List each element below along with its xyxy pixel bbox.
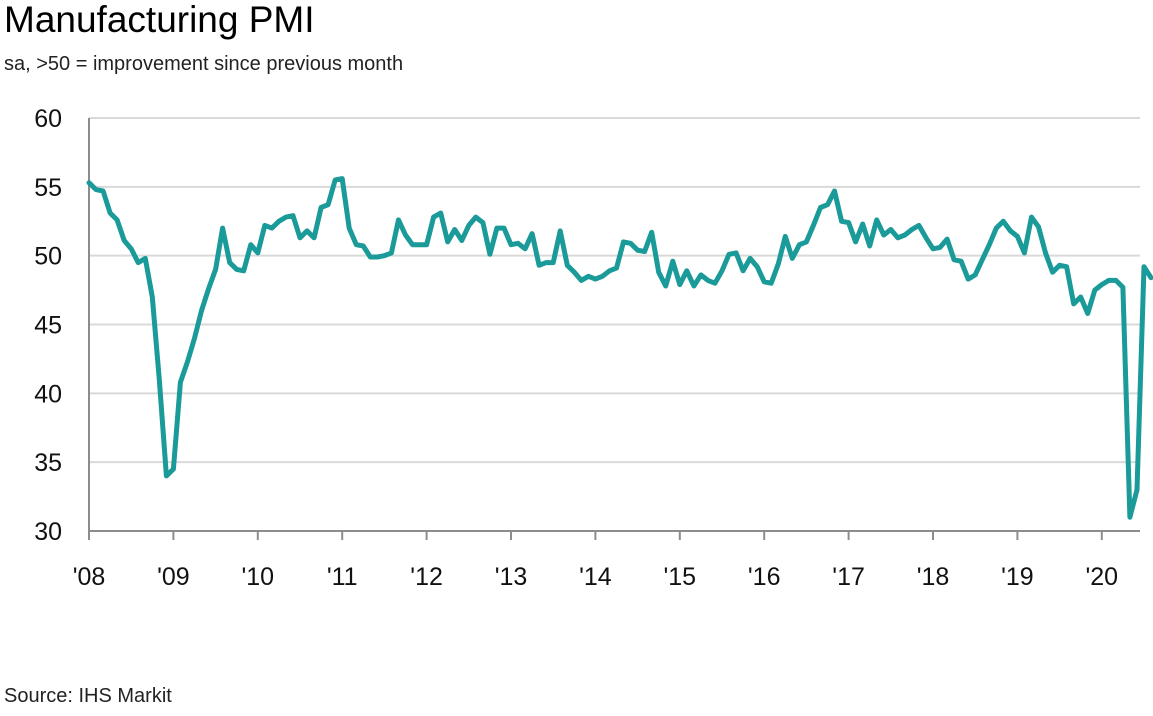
x-tick-label-2013: '13 — [495, 563, 528, 591]
y-tick-label-30: 30 — [34, 518, 62, 546]
x-tick-label-2018: '18 — [917, 563, 950, 591]
x-tick-label-2020: '20 — [1086, 563, 1119, 591]
x-tick-label-2011: '11 — [327, 563, 358, 591]
x-tick-label-2009: '09 — [157, 563, 190, 591]
y-tick-label-45: 45 — [34, 312, 62, 340]
source-note: Source: IHS Markit — [4, 685, 172, 707]
chart-subtitle: sa, >50 = improvement since previous mon… — [4, 53, 404, 75]
x-tick-label-2014: '14 — [579, 563, 612, 591]
x-tick-label-2012: '12 — [410, 563, 443, 591]
x-tick-label-2015: '15 — [664, 563, 697, 591]
y-tick-label-35: 35 — [34, 449, 62, 477]
x-tick-label-2019: '19 — [1001, 563, 1034, 591]
y-tick-label-40: 40 — [34, 380, 62, 408]
y-tick-label-55: 55 — [34, 174, 62, 202]
y-tick-label-50: 50 — [34, 243, 62, 271]
x-tick-label-2010: '10 — [242, 563, 275, 591]
y-tick-label-60: 60 — [34, 105, 62, 133]
y-axis: 30 35 40 45 50 55 60 — [34, 105, 90, 546]
x-tick-label-2008: '08 — [73, 563, 106, 591]
series-layer — [86, 176, 1153, 520]
x-tick-label-2016: '16 — [748, 563, 781, 591]
x-axis: '08 '09 '10 '11 '12 '13 '14 '15 '16 '17 '18 '19 '20 — [73, 530, 1140, 591]
chart-title: Manufacturing PMI — [4, 0, 315, 40]
x-tick-label-2017: '17 — [832, 563, 865, 591]
gridlines — [89, 117, 1140, 464]
series-line-0 — [86, 176, 1153, 520]
